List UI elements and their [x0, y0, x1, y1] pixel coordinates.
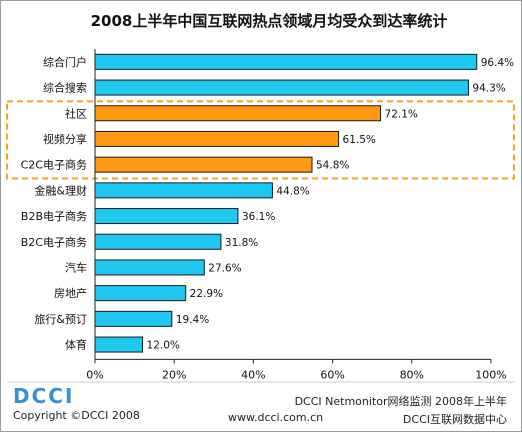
value-label: 19.4% — [176, 314, 209, 326]
bar-4 — [94, 156, 313, 173]
category-label: B2B电子商务 — [21, 209, 87, 223]
value-label: 54.8% — [316, 160, 349, 172]
bar-6 — [94, 208, 239, 225]
x-tick-label: 0% — [86, 368, 103, 381]
bar-3 — [94, 130, 340, 147]
bar-0 — [94, 53, 478, 70]
bar-7 — [94, 233, 222, 250]
category-label: 体育 — [65, 338, 87, 352]
dcci-logo: DCCI — [11, 384, 83, 411]
x-tick-label: 100% — [475, 368, 506, 381]
bar-5 — [94, 182, 273, 199]
source-line: DCCI Netmonitor网络监测 2008年上半年 — [294, 395, 507, 408]
x-tick-label: 60% — [320, 368, 344, 381]
value-label: 96.4% — [481, 57, 514, 69]
value-label: 31.8% — [225, 237, 258, 249]
bar-9 — [94, 285, 187, 302]
category-label: 旅行&预订 — [34, 312, 87, 326]
category-label: C2C电子商务 — [21, 158, 87, 172]
value-label: 72.1% — [385, 108, 418, 120]
category-label: 综合搜索 — [43, 81, 87, 95]
value-label: 61.5% — [343, 134, 376, 146]
category-label: 综合门户 — [43, 55, 87, 69]
bar-11 — [94, 336, 144, 353]
dcci-logo-mark: DCCI — [13, 384, 74, 408]
chart-title: 2008上半年中国互联网热点领域月均受众到达率统计 — [91, 12, 448, 30]
category-label: 汽车 — [65, 260, 87, 274]
value-label: 44.8% — [276, 185, 309, 197]
bar-2 — [94, 105, 382, 122]
source-org: DCCI互联网数据中心 — [402, 413, 507, 426]
bar-8 — [94, 259, 205, 276]
value-label: 22.9% — [190, 288, 223, 300]
category-label: 房地产 — [54, 286, 87, 300]
category-label: B2C电子商务 — [21, 235, 87, 249]
value-label: 36.1% — [242, 211, 275, 223]
value-label: 12.0% — [147, 340, 180, 352]
logo-text: DCCI — [13, 385, 74, 407]
bar-10 — [94, 310, 173, 327]
x-tick-label: 20% — [162, 368, 186, 381]
x-tick-label: 80% — [400, 368, 424, 381]
copyright-text: Copyright ©DCCI 2008 — [13, 409, 140, 422]
category-label: 视频分享 — [43, 132, 87, 146]
bar-1 — [94, 79, 469, 96]
website-link[interactable]: www.dcci.com.cn — [228, 411, 324, 424]
highlight-box — [6, 100, 515, 180]
x-tick-label: 40% — [241, 368, 265, 381]
category-label: 社区 — [65, 106, 87, 120]
category-label: 金融&理财 — [34, 183, 87, 197]
value-label: 27.6% — [208, 262, 241, 274]
value-label: 94.3% — [472, 83, 505, 95]
